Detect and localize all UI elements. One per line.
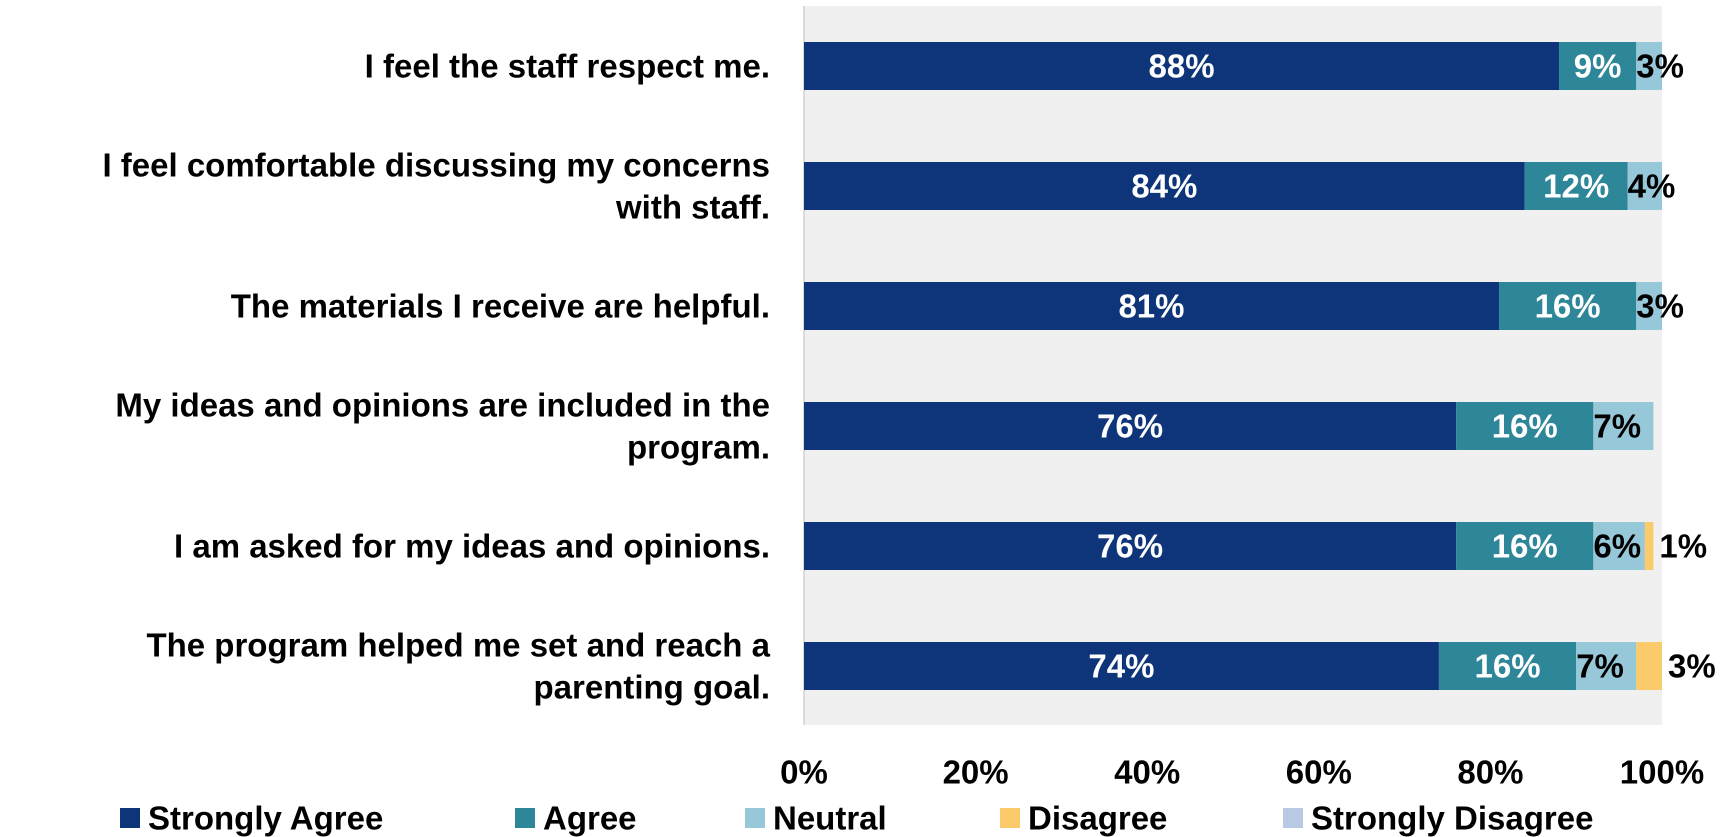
bar-segment [1456, 402, 1594, 450]
bar-segment [1644, 522, 1654, 570]
data-label: 16% [1475, 648, 1541, 685]
legend-swatch [120, 808, 140, 828]
category-label: with staff. [615, 189, 770, 226]
data-label: 4% [1628, 168, 1676, 205]
data-label: 74% [1088, 648, 1154, 685]
bar-segment [1524, 162, 1628, 210]
data-label: 81% [1118, 288, 1184, 325]
bar-segment [1593, 522, 1645, 570]
legend-swatch [1283, 808, 1303, 828]
bar-segment [804, 42, 1560, 90]
category-labels: I feel the staff respect me. I feel comfo… [102, 48, 770, 706]
category-label: The materials I receive are helpful. [231, 288, 770, 325]
bar-segment [1627, 162, 1662, 210]
category-label: My ideas and opinions are included in th… [115, 387, 770, 424]
data-label: 3% [1636, 48, 1684, 85]
category-label: parenting goal. [533, 669, 770, 706]
data-label: 12% [1543, 168, 1609, 205]
bar-segment [1636, 42, 1662, 90]
bar-segment [804, 402, 1457, 450]
bar-segment [1438, 642, 1577, 690]
data-label: 16% [1492, 408, 1558, 445]
x-tick-label: 80% [1457, 754, 1523, 791]
bar-segment [1576, 642, 1637, 690]
data-labels: 88% 9% 3% 84% 12% 4% 81% 16% 3% 76% 16% 7% 76% 16% 6% 1… [1088, 48, 1715, 685]
bar-segment [1636, 282, 1662, 330]
data-label: 7% [1593, 408, 1641, 445]
legend: Strongly Agree Agree Neutral Disagree Strong… [120, 800, 1593, 837]
data-label: 16% [1535, 288, 1601, 325]
legend-swatch [1000, 808, 1020, 828]
bar-segment [1498, 282, 1637, 330]
bar-segment [1559, 42, 1637, 90]
legend-label: Strongly Agree [148, 800, 383, 837]
bar-segment [804, 522, 1457, 570]
x-tick-label: 20% [943, 754, 1009, 791]
data-label: 3% [1636, 288, 1684, 325]
bar-segment [804, 162, 1525, 210]
legend-label: Strongly Disagree [1311, 800, 1593, 837]
category-label: program. [627, 429, 770, 466]
data-label: 76% [1097, 528, 1163, 565]
x-tick-label: 60% [1286, 754, 1352, 791]
bar-segment [1593, 402, 1654, 450]
data-label: 88% [1148, 48, 1214, 85]
plot-area-background [804, 6, 1662, 725]
legend-swatch [515, 808, 535, 828]
x-tick-label: 40% [1114, 754, 1180, 791]
data-label: 76% [1097, 408, 1163, 445]
legend-label: Disagree [1028, 800, 1167, 837]
legend-swatch [745, 808, 765, 828]
legend-label: Agree [543, 800, 637, 837]
category-label: I am asked for my ideas and opinions. [174, 528, 770, 565]
x-tick-label: 100% [1620, 754, 1704, 791]
data-label: 6% [1593, 528, 1641, 565]
category-label: The program helped me set and reach a [146, 627, 770, 664]
bar-segment [1456, 522, 1594, 570]
bar-segment [804, 282, 1499, 330]
x-tick-label: 0% [780, 754, 828, 791]
data-label: 1% [1659, 528, 1707, 565]
data-label: 3% [1668, 648, 1716, 685]
bar-segment [804, 642, 1439, 690]
data-label: 84% [1131, 168, 1197, 205]
data-label: 9% [1574, 48, 1622, 85]
legend-label: Neutral [773, 800, 887, 837]
bar-segment [1636, 642, 1662, 690]
data-label: 16% [1492, 528, 1558, 565]
x-axis-tick-labels: 0% 20% 40% 60% 80% 100% [780, 754, 1704, 791]
bars [804, 42, 1662, 690]
category-label: I feel comfortable discussing my concern… [102, 147, 770, 184]
data-label: 7% [1576, 648, 1624, 685]
category-label: I feel the staff respect me. [365, 48, 770, 85]
